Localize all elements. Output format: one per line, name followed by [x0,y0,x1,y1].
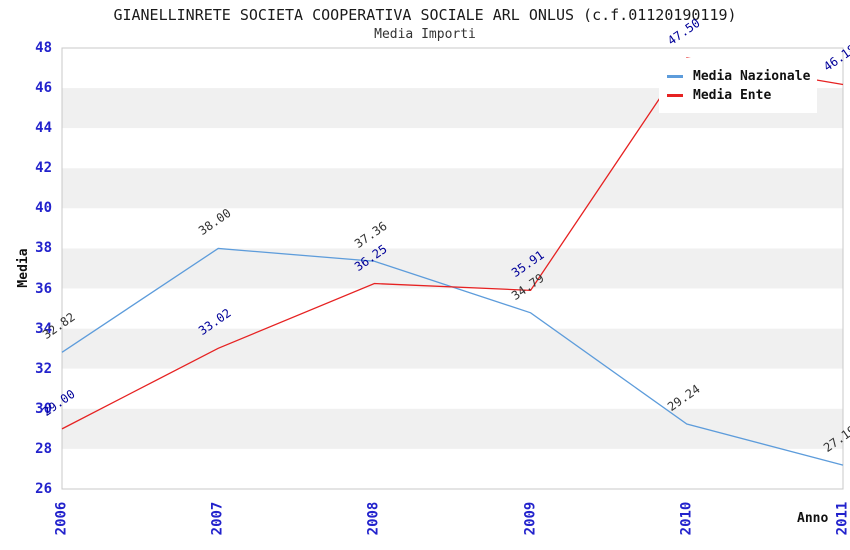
grid-band [62,208,843,249]
grid-band [62,288,843,329]
grid-band [62,408,843,449]
grid-band [62,128,843,169]
y-tick-label-38: 38 [35,240,52,257]
x-tick-label-2006: 2006 [53,501,70,536]
y-tick-label-48: 48 [35,40,52,56]
legend-swatch-media-nazionale [667,74,683,78]
legend-item-media-nazionale: Media Nazionale [667,68,811,84]
grid-band [62,248,843,289]
grid-band [62,168,843,209]
legend-label-media-ente: Media Ente [693,87,772,103]
x-tick-label-2010: 2010 [678,501,695,536]
x-tick-label-2009: 2009 [522,501,539,536]
x-tick-label-2008: 2008 [365,501,382,536]
legend-label-media-nazionale: Media Nazionale [693,68,811,84]
y-tick-label-46: 46 [35,80,52,97]
x-tick-label-2011: 2011 [834,501,850,536]
x-tick-label-2007: 2007 [209,501,226,536]
legend: Media Nazionale Media Ente [659,58,817,113]
grid-band [62,448,843,489]
x-axis-title: Anno [797,511,829,526]
y-tick-label-30: 30 [35,400,52,417]
y-tick-label-28: 28 [35,440,52,457]
grid-band [62,368,843,409]
y-tick-label-36: 36 [35,280,52,297]
y-tick-label-40: 40 [35,200,52,217]
y-tick-label-42: 42 [35,160,52,177]
chart-subtitle: Media Importi [374,27,476,42]
legend-item-media-ente: Media Ente [667,87,809,103]
chart-title: GIANELLINRETE SOCIETA COOPERATIVA SOCIAL… [113,6,737,24]
grid-band [62,328,843,369]
y-tick-label-26: 26 [35,481,52,497]
y-tick-label-44: 44 [35,120,52,137]
y-tick-label-34: 34 [35,320,52,337]
y-tick-label-32: 32 [35,360,52,377]
plot-border [61,47,844,490]
legend-swatch-media-ente [667,93,683,97]
